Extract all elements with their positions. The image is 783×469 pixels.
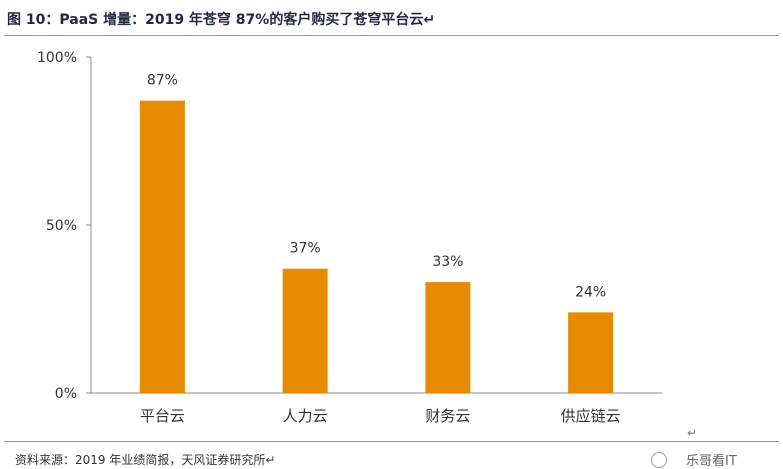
- top-rule: [4, 35, 779, 36]
- source-note: 资料来源：2019 年业绩简报，天风证券研究所↵: [15, 453, 276, 467]
- bar: [425, 282, 471, 393]
- bottom-rule: [4, 441, 779, 442]
- x-tick-label: 平台云: [140, 407, 185, 425]
- data-labels: 87% 37% 33% 24%: [147, 73, 606, 301]
- bar: [568, 312, 614, 393]
- y-axis: [86, 56, 92, 394]
- wechat-icon: [651, 452, 667, 468]
- bar: [282, 268, 328, 393]
- bars: [139, 100, 614, 394]
- return-mark: ↵: [687, 426, 698, 440]
- data-label: 24%: [575, 284, 606, 300]
- bar: [139, 100, 185, 394]
- x-tick-label: 人力云: [283, 407, 328, 425]
- figure-title: 图 10：PaaS 增量：2019 年苍穹 87%的客户购买了苍穹平台云↵: [7, 12, 436, 28]
- bar-chart: 87% 37% 33% 24% 平台云 人力云 财务云 供应链云 0% 50% 100%: [37, 50, 662, 425]
- watermark-text: 乐哥看IT: [686, 454, 737, 469]
- y-tick-label: 100%: [37, 50, 77, 66]
- y-tick-labels: 0% 50% 100%: [37, 50, 77, 402]
- y-tick-label: 0%: [55, 386, 77, 402]
- x-tick-labels: 平台云 人力云 财务云 供应链云: [140, 407, 621, 425]
- x-tick-label: 供应链云: [561, 407, 621, 425]
- data-label: 37%: [290, 241, 321, 257]
- data-label: 33%: [432, 254, 463, 270]
- x-tick-label: 财务云: [425, 407, 470, 425]
- y-tick-label: 50%: [46, 218, 77, 234]
- data-label: 87%: [147, 73, 178, 89]
